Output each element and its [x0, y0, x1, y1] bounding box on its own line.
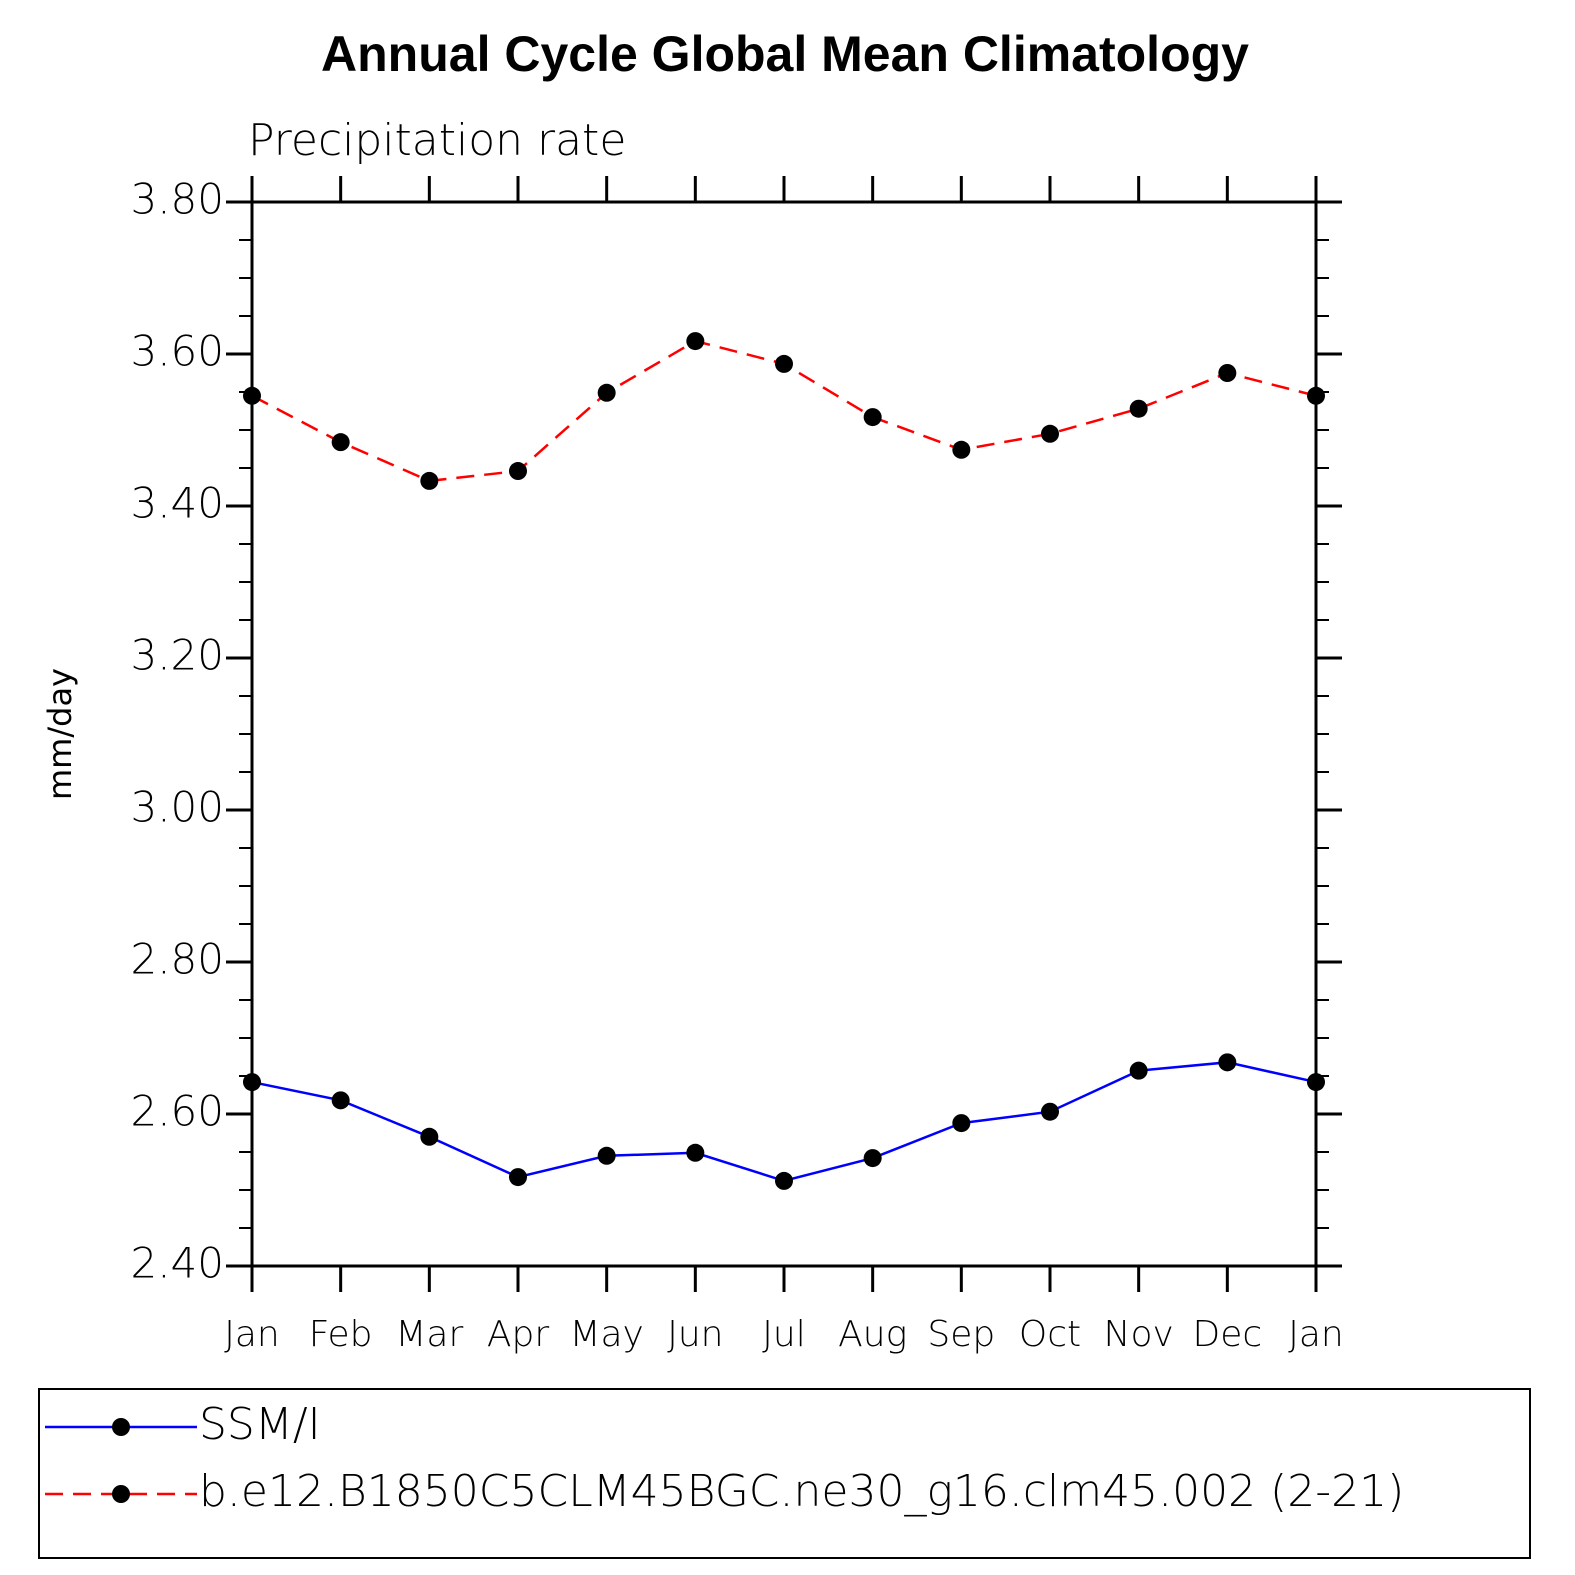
data-point [1307, 1073, 1325, 1092]
x-tick-label: Sep [927, 1314, 995, 1355]
y-tick-label: 3.20 [130, 631, 224, 680]
data-point [597, 1146, 616, 1165]
y-tick-label: 2.40 [130, 1239, 224, 1288]
data-point [863, 1149, 882, 1168]
y-tick-label: 3.40 [130, 479, 224, 528]
legend-marker [112, 1485, 130, 1503]
data-point [1218, 1053, 1237, 1072]
series-line [251, 1061, 1317, 1183]
y-tick-label: 3.00 [130, 783, 224, 832]
data-point [686, 332, 705, 351]
x-tick-label: Mar [395, 1314, 463, 1355]
data-point [243, 386, 261, 405]
data-point [952, 1114, 971, 1133]
chart-title: Annual Cycle Global Mean Climatology [321, 26, 1249, 82]
data-point [686, 1143, 705, 1162]
x-tick-label: Feb [309, 1314, 373, 1355]
x-tick-label: Oct [1019, 1314, 1081, 1355]
data-point [775, 1171, 793, 1190]
data-point [1307, 386, 1325, 405]
data-point [420, 1127, 439, 1146]
y-tick-label: 2.60 [130, 1087, 224, 1136]
x-tick-label: Nov [1104, 1314, 1174, 1355]
y-axis-label: mm/day [41, 668, 79, 800]
data-point [952, 440, 971, 459]
x-tick-label: May [569, 1314, 643, 1355]
x-tick-label: Jan [1288, 1314, 1344, 1355]
x-tick-label: Dec [1192, 1314, 1262, 1355]
data-point [775, 354, 793, 373]
data-point [331, 1091, 350, 1110]
y-tick-label: 2.80 [130, 935, 224, 984]
legend-label: SSM/I [199, 1399, 321, 1450]
x-tick-label: Aug [838, 1314, 907, 1355]
data-point [331, 433, 350, 452]
legend-marker [112, 1418, 130, 1436]
data-point [597, 383, 616, 402]
data-point [420, 471, 439, 490]
data-point [1129, 399, 1148, 418]
y-tick-label: 3.80 [130, 175, 224, 224]
x-tick-label: Apr [487, 1314, 549, 1355]
data-point [863, 408, 882, 427]
chart-subtitle: Precipitation rate [248, 115, 626, 166]
legend-box [38, 1388, 1531, 1559]
data-point [1218, 364, 1237, 382]
y-tick-label: 3.60 [130, 327, 224, 376]
data-point [1041, 424, 1059, 443]
data-point [243, 1073, 261, 1092]
data-point [1041, 1102, 1059, 1121]
x-tick-label: Jul [762, 1314, 805, 1355]
x-tick-label: Jan [224, 1314, 280, 1355]
data-point [509, 1168, 527, 1187]
x-tick-label: Jun [667, 1314, 723, 1355]
legend-label: b.e12.B1850C5CLM45BGC.ne30_g16.clm45.002… [199, 1466, 1404, 1517]
data-point [509, 462, 527, 481]
data-point [1129, 1061, 1148, 1080]
